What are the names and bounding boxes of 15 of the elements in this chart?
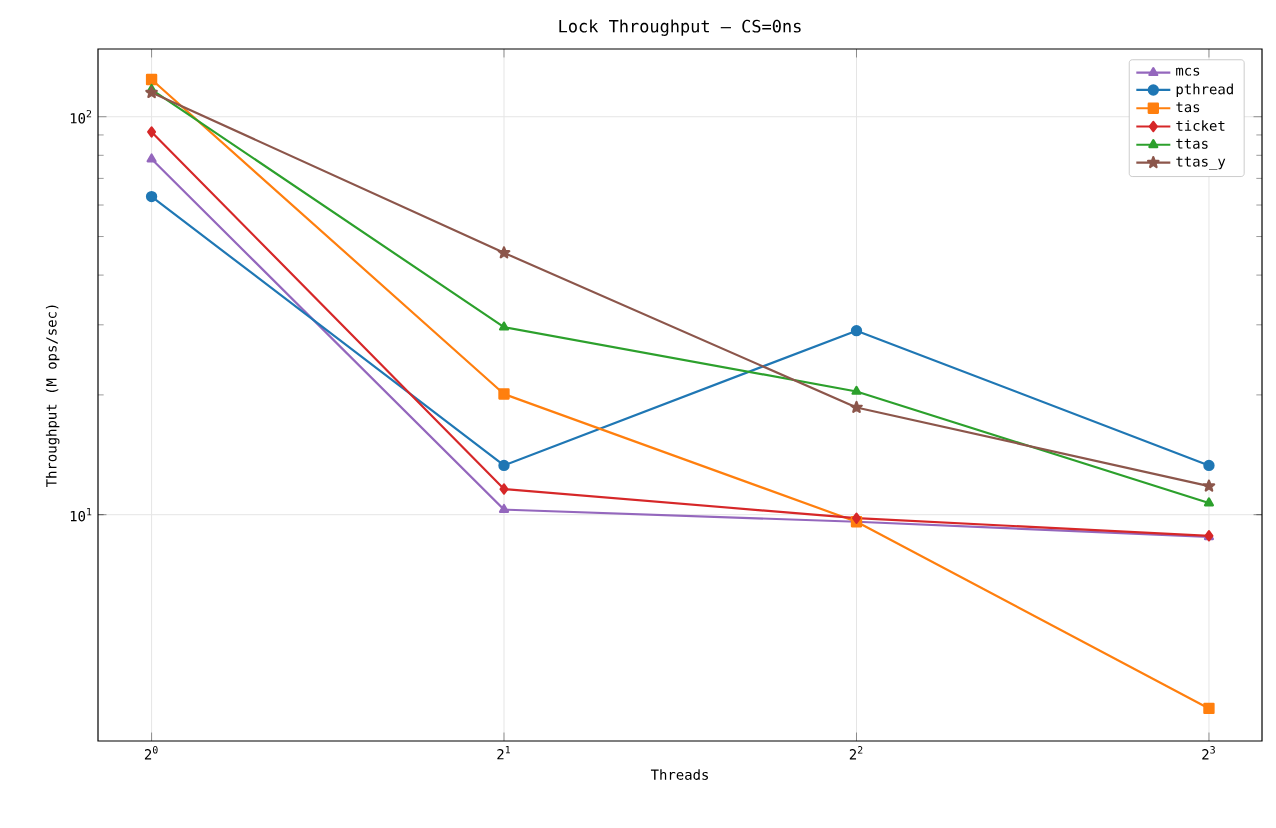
legend-label: ttas (1176, 138, 1208, 149)
x-axis-title: Threads (650, 769, 708, 780)
x-tick-label: 2$^{2}$ (849, 746, 863, 760)
y-tick-label: 10$^{2}$ (70, 109, 92, 124)
legend-label: mcs (1176, 67, 1200, 76)
legend-label: tas (1176, 102, 1200, 113)
chart-title: Lock Throughput — CS=0ns (559, 19, 801, 36)
x-tick-label: 2$^{1}$ (497, 746, 510, 760)
y-tick-label: 10$^{1}$ (70, 507, 92, 522)
x-tick-label: 2$^{3}$ (1202, 746, 1215, 760)
legend-label: ticket (1176, 120, 1225, 131)
x-tick-label: 2$^{0}$ (144, 746, 158, 760)
legend-label: ttas_y (1176, 156, 1226, 170)
y-axis-title: Throughput (M ops/sec) (45, 305, 60, 488)
legend-label: pthread (1176, 83, 1233, 98)
